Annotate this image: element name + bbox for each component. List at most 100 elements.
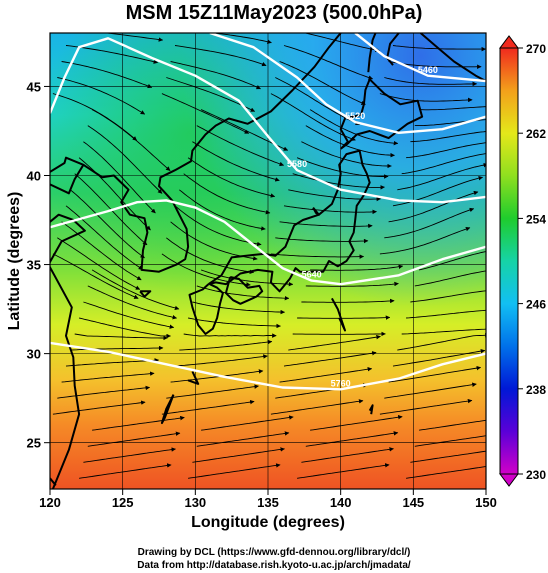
- contour-label-5640: 5640: [302, 270, 322, 280]
- streamline-87: [410, 131, 486, 143]
- streamline-48: [87, 285, 178, 320]
- streamline-105: [170, 61, 261, 90]
- streamline-16: [52, 400, 146, 415]
- streamline-44: [83, 301, 175, 329]
- streamline-12: [92, 415, 185, 431]
- streamline-63: [384, 207, 475, 239]
- streamline-112: [102, 33, 164, 42]
- colorbar-max-arrow: [499, 35, 519, 49]
- streamline-30: [283, 351, 377, 367]
- x-tick-label-120: 120: [39, 495, 61, 510]
- streamline-97: [161, 93, 250, 134]
- streamline-1: [188, 463, 281, 479]
- y-tick-label-25: 25: [27, 436, 41, 451]
- map-title: MSM 15Z11May2023 (500.0hPa): [125, 2, 423, 24]
- streamline-3: [406, 466, 486, 479]
- streamline-86: [301, 141, 392, 169]
- y-axis-ticks: 25 30 35 40 45: [27, 79, 50, 451]
- streamline-96: [52, 93, 138, 141]
- streamline-11: [414, 435, 486, 447]
- colorbar-tick-label-270: 270: [526, 42, 546, 56]
- streamline-20: [57, 385, 151, 399]
- streamline-72: [70, 189, 145, 259]
- contour-label-5760: 5760: [331, 378, 351, 388]
- streamline-26: [279, 366, 373, 383]
- streamline-57: [161, 253, 251, 287]
- streamline-61: [166, 237, 255, 275]
- streamline-81: [187, 157, 276, 198]
- coastline-16: [368, 404, 374, 415]
- coastline-11: [187, 370, 200, 385]
- streamline-73: [179, 189, 266, 231]
- y-tick-label-45: 45: [27, 79, 41, 94]
- colorbar-scale: [499, 47, 519, 475]
- y-tick-label-30: 30: [27, 347, 41, 362]
- colorbar-min-arrow: [499, 473, 519, 487]
- colorbar-tick-label-254: 254: [526, 212, 546, 226]
- streamline-23: [384, 382, 477, 399]
- streamline-110: [283, 45, 374, 80]
- streamline-90: [305, 125, 395, 158]
- streamline-103: [384, 77, 478, 87]
- streamline-34: [288, 334, 381, 351]
- colorbar-tick-label-230: 230: [526, 468, 546, 482]
- streamline-54: [310, 264, 404, 271]
- streamline-75: [397, 162, 486, 191]
- streamline-101: [166, 77, 256, 112]
- streamline-51: [414, 270, 486, 287]
- plot-area: 5760 5640 5580 5520 5460: [49, 32, 487, 490]
- streamline-15: [419, 419, 486, 431]
- streamline-10: [305, 431, 399, 447]
- streamline-55: [419, 251, 486, 271]
- streamline-62: [275, 237, 369, 244]
- coastline-14: [419, 33, 486, 82]
- streamline-31: [392, 348, 486, 367]
- streamline-64: [61, 221, 142, 281]
- streamline-56: [52, 253, 139, 299]
- streamline-115: [485, 33, 486, 34]
- streamline-53: [200, 269, 294, 287]
- contour-5580: [50, 37, 486, 204]
- credit-text: Drawing by DCL (https://www.gfd-dennou.o…: [0, 546, 548, 572]
- credit-data-source: Data from http://database.rish.kyoto-u.a…: [137, 560, 411, 571]
- streamline-82: [296, 157, 389, 179]
- streamline-9: [196, 431, 290, 447]
- streamline-68: [65, 205, 144, 270]
- streamline-45: [192, 301, 286, 315]
- x-tick-label-145: 145: [402, 495, 424, 510]
- streamline-25: [170, 369, 264, 383]
- streamline-106: [279, 61, 366, 105]
- streamline-29: [174, 354, 268, 367]
- contour-label-5460: 5460: [418, 65, 438, 75]
- x-axis-ticks: 120 125 130 135 140 145 150: [39, 489, 497, 510]
- streamline-37: [183, 333, 277, 338]
- colorbar-tick-label-262: 262: [526, 127, 546, 141]
- streamline-67: [388, 190, 479, 223]
- streamline-91: [414, 119, 486, 127]
- streamline-40: [79, 317, 171, 339]
- contour-5640: [50, 199, 486, 286]
- coastline-15: [331, 297, 346, 332]
- coastline-9: [312, 206, 320, 216]
- streamline-6: [301, 447, 394, 463]
- streamline-89: [196, 125, 285, 167]
- streamline-94: [309, 109, 399, 146]
- contour-5760: [50, 341, 486, 391]
- streamline-33: [179, 339, 273, 351]
- grid-lines: [50, 33, 486, 489]
- streamline-27: [388, 365, 482, 383]
- streamline-35: [397, 332, 486, 351]
- contour-5460: [354, 33, 486, 83]
- streamline-5: [192, 447, 285, 463]
- streamline-95: [419, 106, 486, 111]
- coastline-12: [139, 290, 152, 298]
- streamline-41: [188, 317, 281, 329]
- coastline-13: [50, 477, 57, 487]
- coastline-0: [50, 213, 86, 489]
- colorbar-tick-label-246: 246: [526, 298, 546, 312]
- streamline-70: [283, 205, 377, 215]
- streamline-49: [196, 285, 290, 301]
- streamline-69: [174, 205, 262, 247]
- streamline-28: [65, 358, 160, 367]
